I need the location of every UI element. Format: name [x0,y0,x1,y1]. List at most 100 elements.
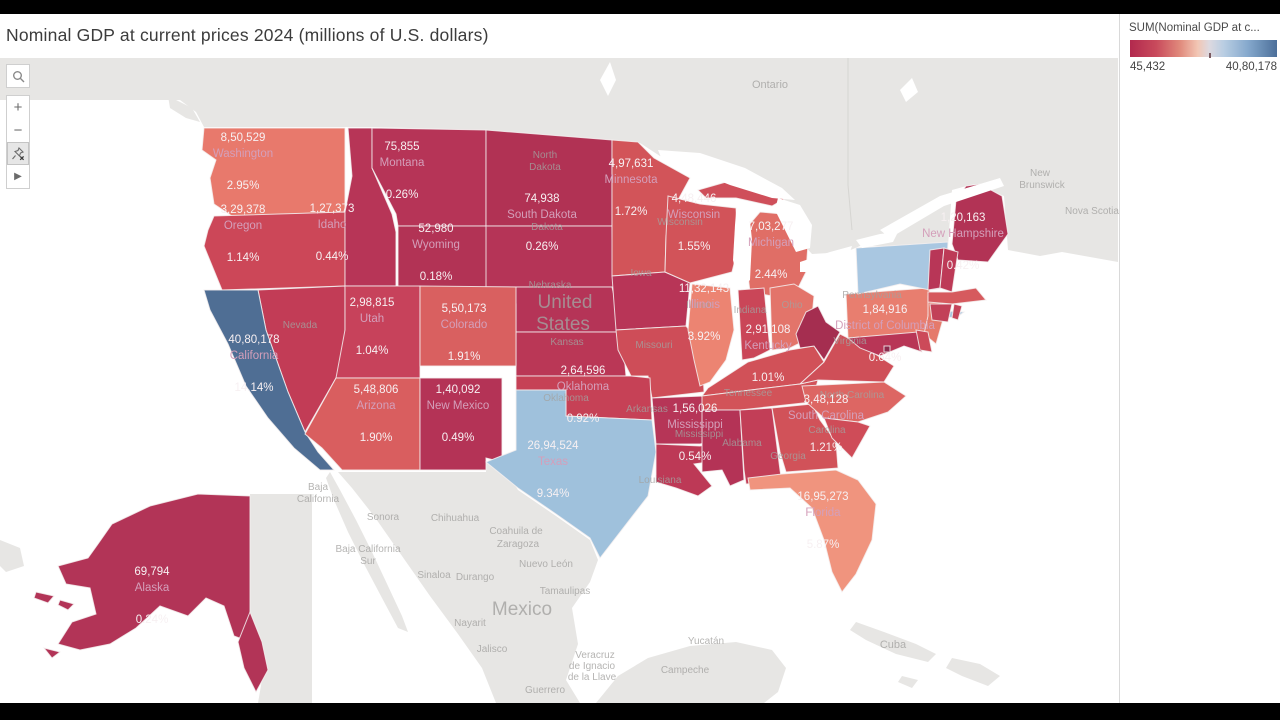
state-south-carolina[interactable] [823,417,871,459]
basemap-label: United [538,292,593,313]
basemap-label: Georgia [770,451,806,462]
map-pane: Nominal GDP at current prices 2024 (mill… [0,14,1120,703]
basemap-label: Arkansas [626,404,668,415]
state-value-label: 69,794 [134,566,170,578]
state-north-carolina[interactable] [801,381,907,423]
hispaniola-island [946,658,1000,686]
toolbar-expand-button[interactable]: ▶ [7,165,29,188]
mexico-landmass [338,462,598,703]
state-illinois[interactable] [687,283,735,387]
state-massachusetts[interactable] [927,287,987,305]
state-rhode-island[interactable] [951,303,963,321]
state-name-label: Wisconsin [668,209,720,221]
state-percent-label: 1.91% [448,351,481,363]
state-connecticut[interactable] [929,303,953,323]
state-name-label: District of Columbia [835,320,935,332]
state-percent-label: 1.21% [810,442,843,454]
state-delaware[interactable] [915,329,933,353]
state-california[interactable] [203,289,336,471]
basemap-label: Carolina [808,425,846,436]
state-value-label: 40,80,178 [228,334,279,346]
basemap-label: North [533,150,557,161]
state-value-label: 1,27,373 [310,203,355,215]
state-district-of-columbia[interactable] [883,345,891,353]
state-name-label: New Hampshire [922,228,1004,240]
basemap-label: Indiana [734,305,767,316]
legend-title: SUM(Nominal GDP at c... [1129,22,1260,34]
state-virginia[interactable] [798,333,895,385]
state-colorado[interactable] [419,285,517,367]
basemap-label: de Ignacio [569,661,616,672]
state-value-label: 1,84,916 [863,304,908,316]
state-value-label: 11,32,143 [679,283,729,295]
state-name-label: Illinois [688,299,720,311]
map-toolbar: + − ▶ [6,64,30,189]
basemap-label: Wisconsin [657,217,703,228]
state-wisconsin[interactable] [664,195,739,284]
state-value-label: 4,97,631 [609,158,654,170]
basemap-label: Missouri [635,340,672,351]
page-title: Nominal GDP at current prices 2024 (mill… [6,25,489,45]
state-alaska-panhandle[interactable] [237,610,269,694]
state-value-label: 2,91,108 [746,324,791,336]
basemap-label: Oklahoma [543,393,589,404]
state-value-label: 1,56,026 [673,403,718,415]
basemap-label: Dakota [529,162,561,173]
bottom-letterbox-bar [0,703,1280,720]
state-alaska-island-2[interactable] [57,599,75,611]
basemap-label: Zaragoza [497,539,540,550]
zoom-in-button[interactable]: + [7,96,29,119]
basemap-label: Virginia [833,336,867,347]
state-value-label: 2,98,815 [350,297,395,309]
st-lawrence-river [880,178,1004,238]
state-alaska-island-3[interactable] [42,647,62,659]
state-percent-label: 2.95% [227,180,260,192]
basemap-label: Chihuahua [431,513,480,524]
state-washington[interactable] [201,127,346,217]
state-value-label: 74,938 [524,193,559,205]
state-name-label: Mississippi [667,419,723,431]
state-percent-label: 1.72% [615,206,648,218]
pin-reset-button[interactable] [7,142,29,165]
state-name-label: Florida [805,507,841,519]
basemap-label: Veracruz [575,650,614,661]
state-name-label: New Mexico [427,400,490,412]
state-percent-label: 0.54% [679,451,712,463]
zoom-out-button[interactable]: − [7,119,29,142]
state-west-virginia[interactable] [795,305,841,361]
state-south-dakota[interactable] [485,225,615,288]
basemap-label: Campeche [661,665,710,676]
state-florida[interactable] [747,469,877,593]
tableau-dashboard: Nominal GDP at current prices 2024 (mill… [0,14,1280,703]
state-indiana[interactable] [737,287,771,361]
state-percent-label: 0.26% [386,189,419,201]
state-name-label: Utah [360,313,384,325]
state-percent-label: 1.01% [752,372,785,384]
state-name-label: Montana [380,157,425,169]
state-texas[interactable] [485,389,657,559]
basemap-label: Coahuila de [489,526,543,537]
state-name-label: Wyoming [412,239,460,251]
lake-erie [800,246,852,272]
basemap-label: Ohio [781,300,803,311]
basemap-label: Sonora [367,512,400,523]
state-alaska-island-1[interactable] [33,591,55,604]
state-percent-label: 1.90% [360,432,393,444]
state-iowa[interactable] [611,271,691,331]
state-name-label: Arizona [357,400,397,412]
jamaica-island [898,676,918,688]
state-name-label: Washington [213,148,273,160]
state-alaska[interactable] [57,493,251,651]
state-percent-label: 0.64% [869,352,902,364]
basemap-label: Dakota [531,222,563,233]
state-new-mexico[interactable] [419,377,503,471]
state-value-label: 26,94,524 [527,440,579,452]
search-icon [12,70,24,82]
basemap-label: Brunswick [1019,180,1066,191]
basemap-label: Cuba [880,639,907,651]
basemap-label: Tamaulipas [540,586,591,597]
basemap-label: Nevada [283,320,318,331]
state-value-label: 8,50,529 [221,132,266,144]
search-button[interactable] [6,64,30,88]
state-name-label: Oregon [224,220,262,232]
